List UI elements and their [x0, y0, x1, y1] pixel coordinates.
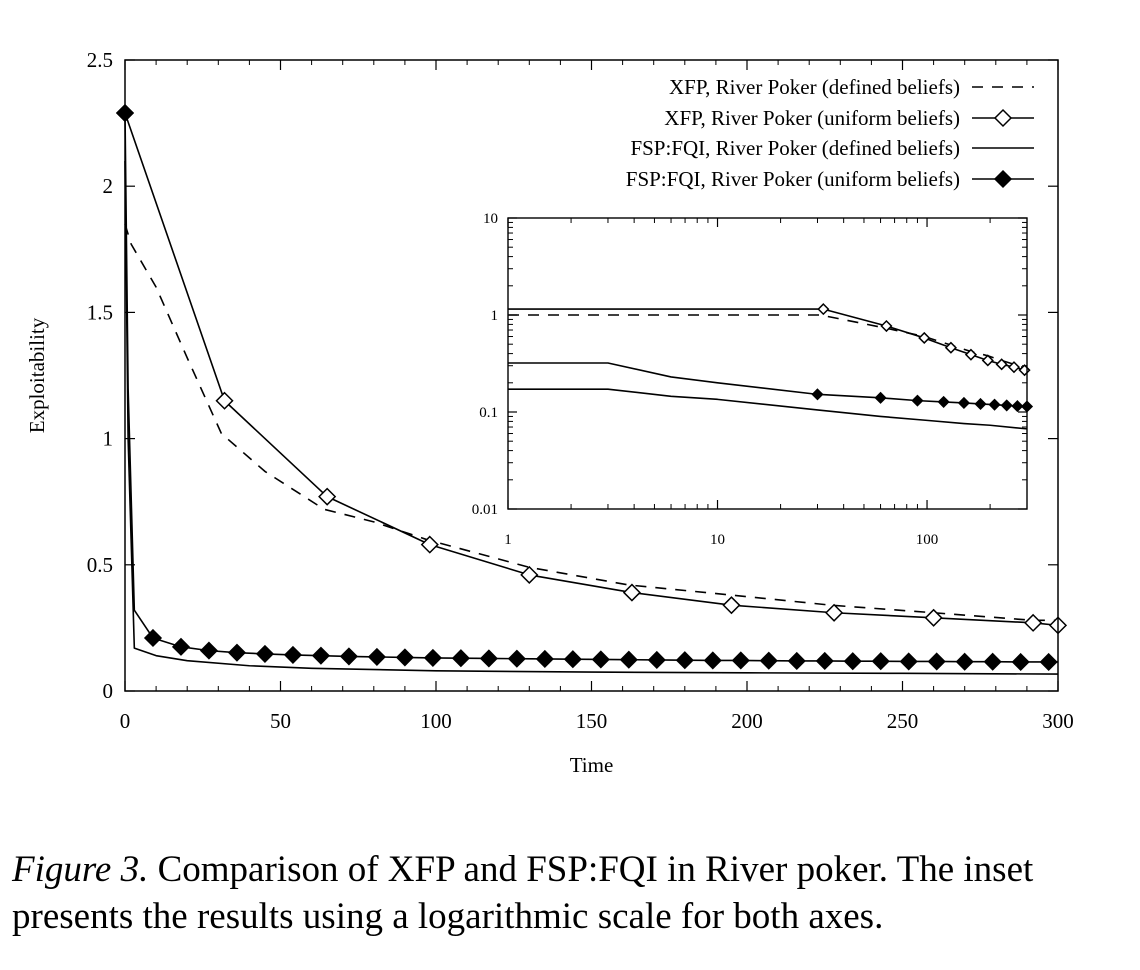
- main-series-4-marker: [703, 651, 722, 670]
- main-series-4-marker: [395, 648, 414, 667]
- inset-series-4-marker: [911, 394, 924, 407]
- main-series-4-marker: [675, 651, 694, 670]
- legend-entry-label: XFP, River Poker (uniform beliefs): [664, 106, 960, 130]
- main-series-2-marker: [1024, 613, 1043, 632]
- main-series-4-marker: [311, 646, 330, 665]
- main-series-4-marker: [563, 650, 582, 669]
- main-series-4-marker: [171, 637, 191, 656]
- main-series-4-marker: [927, 652, 946, 671]
- main-series-4-marker: [535, 649, 554, 669]
- main-y-tick-label: 2: [103, 174, 114, 198]
- inset-series-2-marker: [1007, 361, 1021, 374]
- caption-text: Comparison of XFP and FSP:FQI in River p…: [12, 849, 1034, 937]
- main-series-4-marker: [507, 649, 526, 668]
- inset-series-4-marker: [988, 398, 1001, 411]
- inset-series-3-line: [508, 388, 1028, 430]
- legend-sample-marker: [993, 169, 1013, 189]
- main-x-tick-label: 150: [576, 709, 608, 733]
- main-series-1-line: [124, 223, 1058, 622]
- main-series-4-marker: [843, 652, 862, 671]
- main-series-4-marker: [955, 652, 974, 671]
- main-series-3-line: [124, 160, 1059, 675]
- main-y-tick-label: 2.5: [87, 48, 113, 72]
- main-y-axis-label: Exploitability: [25, 317, 49, 433]
- main-series-4-marker: [451, 649, 470, 668]
- main-series-4-marker: [199, 641, 219, 660]
- inset-series-4-marker: [811, 388, 824, 401]
- main-x-axis-label: Time: [570, 753, 614, 777]
- main-series-4-marker: [759, 651, 778, 670]
- main-series-2-marker: [420, 535, 439, 554]
- main-series-4-marker: [227, 643, 247, 662]
- inset-series-4-marker: [974, 397, 987, 411]
- main-series-4-marker: [1039, 652, 1058, 672]
- main-series-4-marker: [871, 652, 890, 671]
- main-series-4-marker: [479, 649, 498, 668]
- main-series-2-marker: [622, 583, 641, 602]
- inset-series-4-marker: [874, 391, 887, 404]
- figure-caption: Figure 3. Comparison of XFP and FSP:FQI …: [12, 846, 1122, 940]
- main-x-tick-label: 300: [1042, 709, 1074, 733]
- inset-series-2-marker: [880, 319, 893, 333]
- inset-x-tick-label: 10: [710, 532, 725, 548]
- main-series-4-marker: [591, 650, 610, 669]
- main-series-2-marker: [318, 487, 337, 506]
- legend: XFP, River Poker (defined beliefs) XFP, R…: [626, 75, 1034, 191]
- inset-series-4-marker: [1011, 400, 1024, 413]
- main-series-4-marker: [619, 650, 638, 669]
- inset-y-tick-label: 0.01: [472, 502, 498, 518]
- main-series-4-marker: [339, 647, 358, 666]
- main-x-tick-label: 200: [731, 709, 763, 733]
- inset-series-2-marker: [981, 354, 994, 367]
- inset-x-tick-label: 1: [504, 532, 512, 548]
- inset-series-4-marker: [937, 395, 950, 408]
- inset-series-4-marker: [957, 396, 970, 409]
- main-series-4-marker: [283, 645, 303, 664]
- main-series-2-marker: [215, 391, 234, 410]
- inset-chart: 1 10 100 0.01 0.1 1 10: [472, 211, 1034, 548]
- main-series-2-marker: [924, 608, 943, 627]
- main-series-4-marker: [983, 652, 1002, 671]
- main-y-tick-label: 1: [103, 427, 114, 451]
- main-x-tick-label: 0: [120, 709, 131, 733]
- main-series-4-marker: [787, 651, 806, 671]
- inset-series-2-marker: [944, 341, 957, 354]
- inset-y-tick-label: 1: [491, 308, 499, 324]
- main-x-tick-label: 250: [887, 709, 919, 733]
- inset-plot-frame: [507, 217, 1028, 510]
- inset-y-tick-label: 10: [483, 211, 498, 227]
- main-x-tick-label: 100: [420, 709, 452, 733]
- main-series-4-marker: [815, 651, 834, 671]
- inset-series-2-marker: [995, 358, 1008, 371]
- inset-series-2-marker: [817, 303, 830, 316]
- main-series-2-marker: [825, 603, 844, 622]
- main-series-2-marker: [722, 596, 741, 615]
- main-x-tick-label: 50: [270, 709, 291, 733]
- main-series-4-marker: [143, 628, 163, 648]
- main-y-tick-label: 0.5: [87, 553, 113, 577]
- caption-label: Figure 3.: [12, 849, 149, 890]
- legend-entry-label: XFP, River Poker (defined beliefs): [669, 75, 960, 99]
- main-series-4-marker: [367, 647, 386, 666]
- main-y-tick-label: 0: [103, 679, 114, 703]
- inset-y-tick-label: 0.1: [479, 405, 498, 421]
- main-series-4-marker: [423, 648, 442, 667]
- legend-sample-marker: [993, 108, 1013, 128]
- main-series-4-marker: [255, 644, 275, 663]
- main-y-tick-label: 1.5: [87, 300, 113, 324]
- main-series-4-marker: [899, 652, 918, 671]
- legend-entry-label: FSP:FQI, River Poker (uniform beliefs): [626, 167, 960, 191]
- figure: 0 50 100 150 200 250 300 0 0.5 1 1.5 2 2.5 Time Exploi…: [25, 48, 1074, 777]
- main-chart: 0 50 100 150 200 250 300 0 0.5 1 1.5 2 2.5 Time Exploi…: [25, 48, 1074, 777]
- inset-x-tick-label: 100: [916, 532, 939, 548]
- inset-series-2-marker: [964, 348, 977, 361]
- main-series-4-marker: [1011, 652, 1030, 672]
- main-series-4-marker: [731, 651, 750, 670]
- main-series-2-marker: [520, 565, 539, 584]
- inset-series-4-marker: [1000, 399, 1013, 412]
- inset-series-2-marker: [918, 331, 931, 345]
- main-series-4-marker: [647, 650, 666, 670]
- legend-entry-label: FSP:FQI, River Poker (defined beliefs): [630, 136, 960, 160]
